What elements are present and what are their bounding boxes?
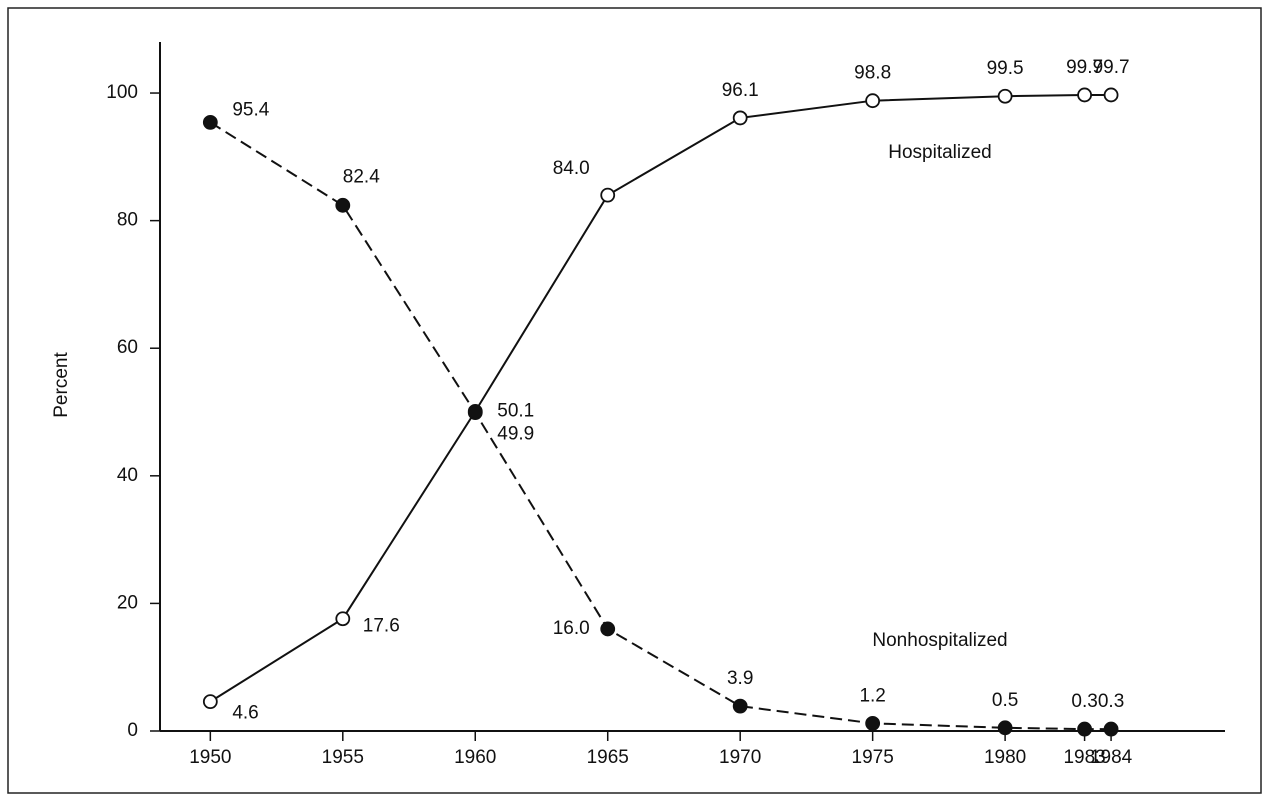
data-label: 95.4	[232, 99, 269, 120]
series-name: Nonhospitalized	[872, 630, 1007, 651]
x-tick-label: 1984	[1090, 747, 1133, 768]
data-label: 0.3	[1071, 691, 1097, 712]
data-label: 98.8	[854, 63, 891, 84]
series-name: Hospitalized	[888, 142, 992, 163]
point	[600, 187, 616, 203]
y-tick-label: 40	[117, 465, 138, 486]
point	[1103, 87, 1119, 103]
point	[1103, 721, 1119, 737]
data-label: 3.9	[727, 668, 753, 689]
point	[865, 93, 881, 109]
y-tick-label: 60	[117, 337, 138, 358]
y-tick-label: 80	[117, 210, 138, 231]
data-label: 84.0	[553, 158, 590, 179]
point	[202, 114, 218, 130]
point	[997, 720, 1013, 736]
data-label: 1.2	[859, 685, 885, 706]
data-label: 99.5	[987, 58, 1024, 79]
data-label: 16.0	[553, 618, 590, 639]
x-tick-label: 1965	[587, 747, 629, 768]
point	[335, 197, 351, 213]
y-axis-label: Percent	[51, 352, 72, 418]
x-tick-label: 1983	[1063, 747, 1105, 768]
x-tick-label: 1970	[719, 747, 761, 768]
x-tick-label: 1955	[322, 747, 364, 768]
x-tick-label: 1960	[454, 747, 496, 768]
y-tick-label: 20	[117, 592, 138, 613]
data-label: 50.1	[497, 400, 534, 421]
data-label: 0.3	[1098, 691, 1124, 712]
x-tick-label: 1950	[189, 747, 231, 768]
data-label: 82.4	[343, 166, 380, 187]
point	[600, 621, 616, 637]
point	[732, 698, 748, 714]
y-tick-label: 0	[127, 720, 138, 741]
point	[202, 694, 218, 710]
data-label: 17.6	[363, 616, 400, 637]
point	[1077, 87, 1092, 103]
point	[865, 715, 881, 731]
x-tick-label: 1980	[984, 747, 1026, 768]
chart-border	[7, 7, 1262, 794]
data-label: 99.7	[1093, 57, 1130, 78]
data-label: 0.5	[992, 690, 1018, 711]
point	[467, 405, 483, 421]
point	[1077, 721, 1092, 737]
data-label: 99.7	[1066, 57, 1103, 78]
point	[732, 110, 748, 126]
series-line	[209, 121, 1112, 731]
data-label: 96.1	[722, 80, 759, 101]
data-label: 4.6	[232, 703, 258, 724]
x-tick-label: 1975	[852, 747, 894, 768]
data-label: 49.9	[497, 424, 534, 445]
point	[997, 88, 1013, 104]
y-tick-label: 100	[106, 82, 138, 103]
point	[335, 611, 351, 627]
